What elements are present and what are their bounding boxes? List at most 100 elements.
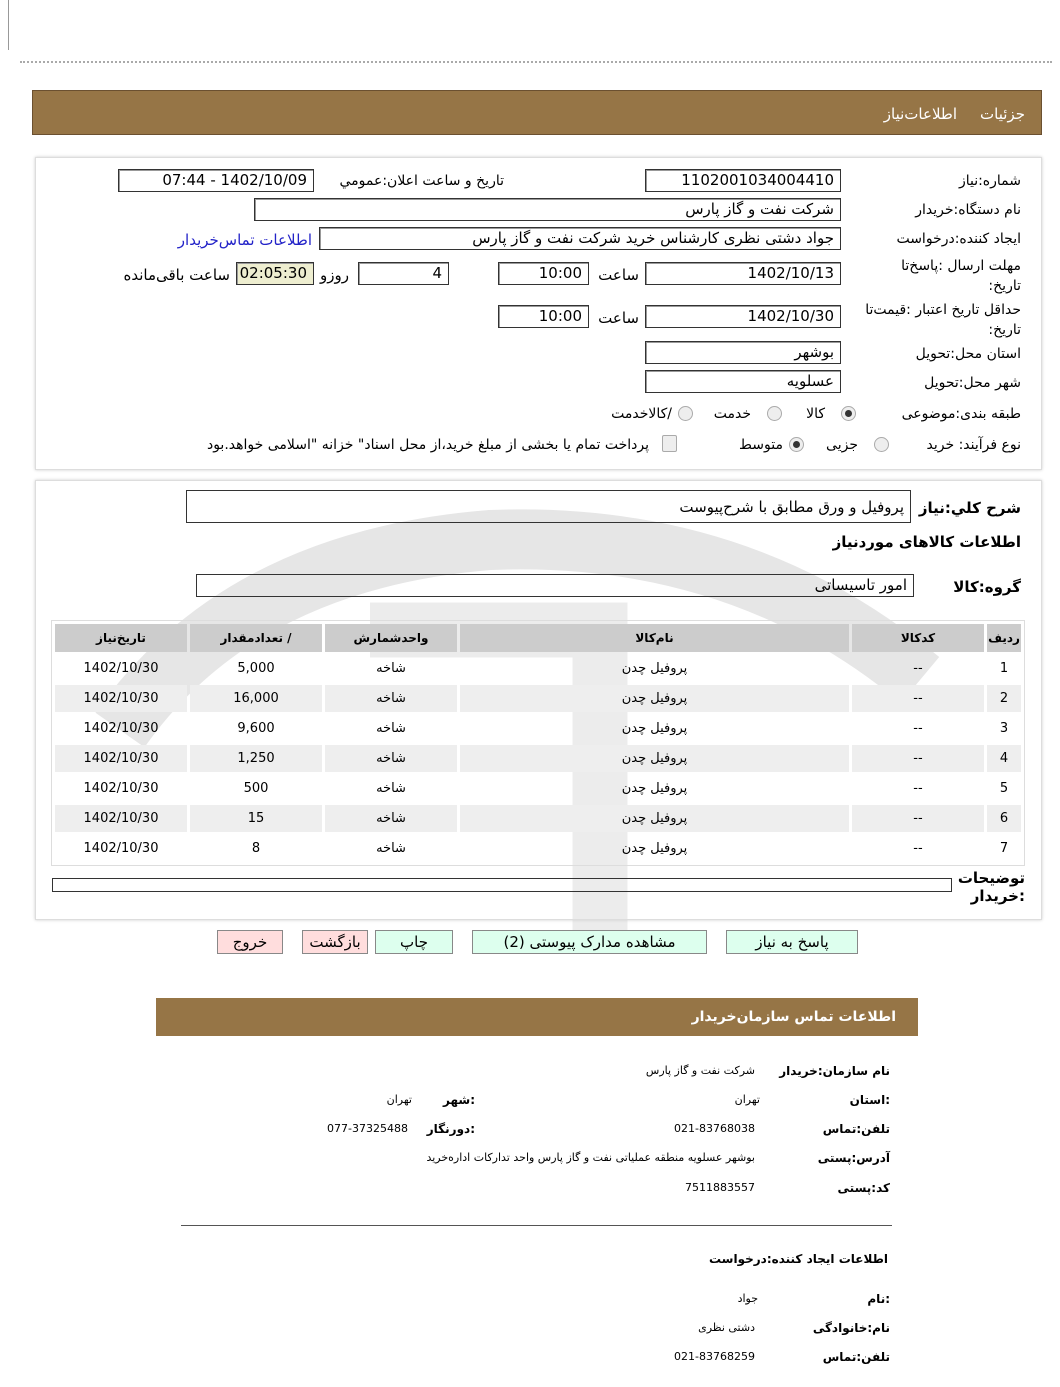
table-row: 7 -- پروفیل چدن شاخه 8 1402/10/30 — [55, 835, 1021, 862]
category-service-radio[interactable] — [767, 406, 782, 421]
cell-date: 1402/10/30 — [83, 781, 159, 796]
category-goods-service-radio[interactable] — [678, 406, 693, 421]
summary-label: شرح کلي:نياز — [918, 499, 1021, 517]
cell-date: 1402/10/30 — [55, 805, 187, 832]
col-unit: واحدشمارش — [325, 624, 457, 652]
col-code: کدکالا — [852, 624, 984, 652]
cell-qty: 500 — [243, 781, 269, 796]
contact-header: اطلاعات تماس سازمان‌خریدار — [156, 998, 918, 1036]
col-name: نام‌کالا — [460, 624, 849, 652]
cell-date: 1402/10/30 — [83, 661, 159, 676]
cell-qty: 1,250 — [190, 745, 322, 772]
tab-need-info[interactable]: اطلاعات‌نیاز — [883, 105, 957, 123]
deadline-time-field: 10:00 — [498, 262, 589, 285]
category-label: طبقه بندی:موضوعی — [901, 406, 1021, 422]
province-label: :استان — [849, 1093, 890, 1107]
process-minor-label: جزیی — [826, 437, 858, 453]
cell-qty: 5,000 — [237, 661, 275, 676]
category-goods-radio[interactable] — [841, 406, 856, 421]
family-value: دشتی نظری — [698, 1321, 755, 1334]
cell-unit: شاخه — [325, 685, 457, 712]
buyer-org-field: شرکت نفت و گاز پارس — [254, 198, 841, 221]
summary-field: پروفیل و ورق مطابق با شرح‌پیوست — [186, 490, 911, 523]
goods-table-wrap: ردیف کدکالا نام‌کالا واحدشمارش / تعدادمق… — [51, 620, 1025, 866]
process-minor-radio[interactable] — [874, 437, 889, 452]
remaining-time-field: 02:05:30 — [236, 262, 314, 285]
tab-details[interactable]: جزئیات — [980, 105, 1025, 123]
category-goods-label: کالا — [806, 406, 825, 422]
cell-code: -- — [913, 841, 923, 856]
table-row: 3 -- پروفیل چدن شاخه 9,600 1402/10/30 — [55, 715, 1021, 742]
city-value: تهران — [386, 1093, 412, 1106]
cell-date: 1402/10/30 — [55, 685, 187, 712]
cell-name: پروفیل چدن — [621, 721, 688, 736]
cell-code: -- — [913, 721, 923, 736]
cell-code: -- — [913, 661, 923, 676]
process-medium-label: متوسط — [739, 437, 783, 453]
print-button[interactable]: چاپ — [375, 930, 453, 954]
goods-title: اطلاعات کالاهای موردنیاز — [832, 533, 1021, 551]
payment-checkbox[interactable] — [662, 435, 677, 452]
table-row: 2 -- پروفیل چدن شاخه 16,000 1402/10/30 — [55, 685, 1021, 712]
cell-row: 3 — [999, 721, 1009, 736]
phone-label: تلفن:تماس — [822, 1122, 890, 1136]
cell-row: 5 — [999, 781, 1009, 796]
province-label: استان محل:تحویل — [915, 346, 1021, 362]
details-panel: شرح کلي:نياز پروفیل و ورق مطابق با شرح‌پ… — [35, 480, 1042, 920]
cell-row: 2 — [987, 685, 1021, 712]
city-label: :شهر — [443, 1093, 475, 1107]
creator-field: جواد دشتی نظری کارشناس خرید شرکت نفت و گ… — [319, 227, 841, 250]
exit-button[interactable]: خروج — [217, 930, 283, 954]
name-value: جواد — [737, 1292, 758, 1305]
city-label: شهر محل:تحویل — [924, 375, 1021, 391]
col-qty: / تعدادمقدار — [190, 624, 322, 652]
address-label: آدرس:پستی — [817, 1151, 890, 1165]
days-field: 4 — [358, 262, 449, 285]
cell-unit: شاخه — [376, 781, 406, 796]
creator-phone-label: تلفن:تماس — [822, 1350, 890, 1364]
reply-button[interactable]: پاسخ به نیاز — [726, 930, 858, 954]
cell-row: 6 — [987, 805, 1021, 832]
cell-qty: 9,600 — [237, 721, 275, 736]
deadline-label: مهلت ارسال :پاسخ‌تا تاریخ: — [901, 258, 1021, 294]
cell-code: -- — [852, 805, 984, 832]
address-value: بوشهر عسلویه منطقه عملیاتی نفت و گاز پار… — [426, 1151, 755, 1164]
fax-label: :دورنگار — [426, 1122, 475, 1136]
phone-value: 021-83768038 — [674, 1122, 755, 1135]
creator-label: ایجاد کننده:درخواست — [896, 231, 1021, 247]
cell-qty: 15 — [190, 805, 322, 832]
family-label: نام:خانوادگی — [812, 1321, 890, 1335]
days-label: روزو — [320, 266, 349, 284]
cell-code: -- — [913, 781, 923, 796]
view-documents-button[interactable]: مشاهده مدارک پیوستی (2) — [472, 930, 707, 954]
cell-name: پروفیل چدن — [621, 781, 688, 796]
need-number-field: 1102001034004410 — [645, 169, 841, 192]
left-border — [8, 0, 9, 50]
org-value: شرکت نفت و گاز پارس — [645, 1064, 755, 1077]
validity-time-label: ساعت — [598, 309, 639, 327]
province-value: تهران — [734, 1093, 760, 1106]
buyer-notes-label: توضیحات :خریدار — [957, 869, 1025, 905]
need-number-label: شماره:نیاز — [958, 173, 1021, 189]
announce-label: تاریخ و ساعت اعلان:عمومي — [339, 173, 504, 189]
contact-title: اطلاعات تماس سازمان‌خریدار — [691, 1009, 896, 1025]
header-bar: جزئیات اطلاعات‌نیاز — [32, 90, 1042, 135]
cell-unit: شاخه — [376, 721, 406, 736]
buyer-notes-field — [52, 878, 952, 892]
contact-buyer-link[interactable]: اطلاعات تماس‌خریدار — [177, 231, 312, 249]
process-medium-radio[interactable] — [789, 437, 804, 452]
city-field: عسلویه — [645, 370, 841, 393]
cell-unit: شاخه — [376, 841, 406, 856]
category-goods-service-label: /کالاخدمت — [611, 406, 672, 422]
cell-name: پروفیل چدن — [460, 745, 849, 772]
postal-value: 7511883557 — [685, 1181, 755, 1194]
cell-name: پروفیل چدن — [621, 661, 688, 676]
announce-field: 1402/10/09 - 07:44 — [118, 169, 314, 192]
table-row: 6 -- پروفیل چدن شاخه 15 1402/10/30 — [55, 805, 1021, 832]
back-button[interactable]: بازگشت — [302, 930, 368, 954]
cell-row: 7 — [999, 841, 1009, 856]
validity-date-field: 1402/10/30 — [645, 305, 841, 328]
table-row: 1 -- پروفیل چدن شاخه 5,000 1402/10/30 — [55, 655, 1021, 682]
cell-unit: شاخه — [325, 805, 457, 832]
cell-qty: 8 — [251, 841, 261, 856]
